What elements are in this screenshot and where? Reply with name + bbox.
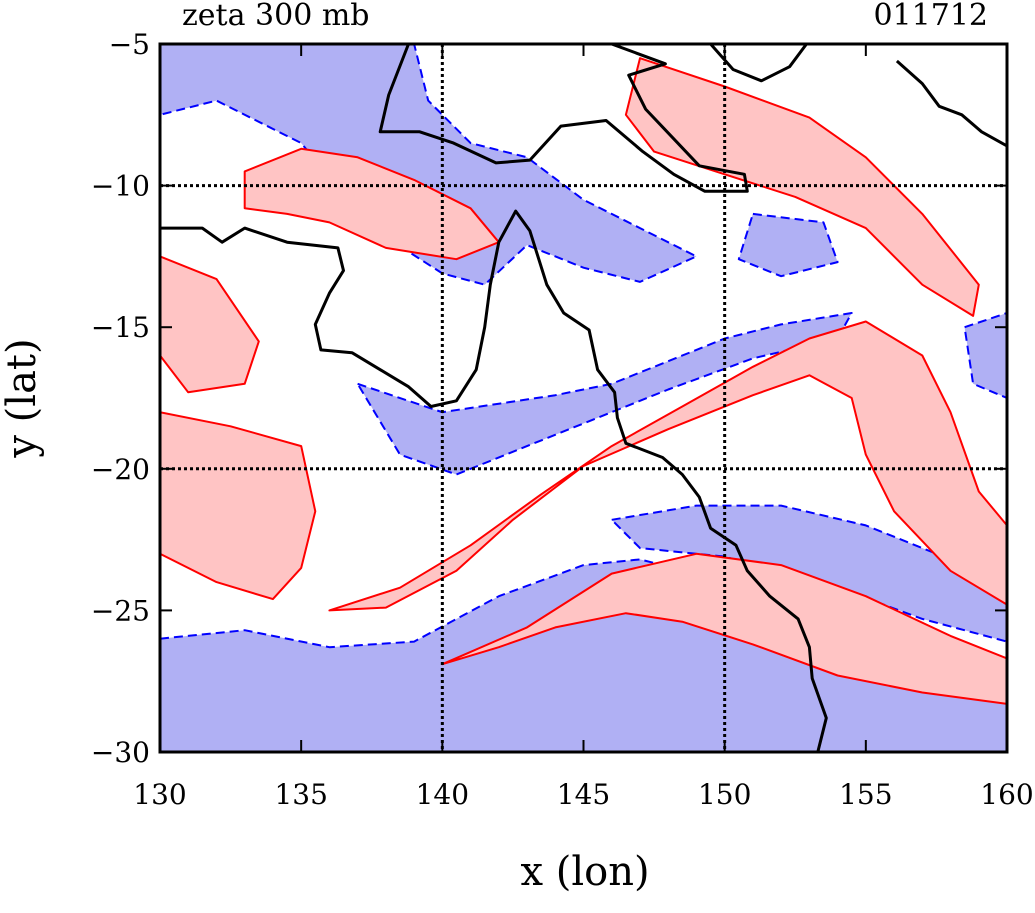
y-tick-label: −5 xyxy=(109,28,150,61)
positive-vorticity-vortex-west xyxy=(160,411,317,601)
negative-vorticity-patch-east xyxy=(963,312,1007,399)
coastline-new-guinea xyxy=(378,44,749,193)
coastline-solomons xyxy=(895,59,1007,148)
negative-vorticity-band-central xyxy=(356,312,853,476)
negative-vorticity-patch-coral-sea xyxy=(737,212,839,278)
coastline-new-britain xyxy=(709,44,808,83)
x-axis-label: x (lon) xyxy=(520,849,649,895)
coastline-cape-york-gulf xyxy=(160,209,828,752)
y-tick-label: −25 xyxy=(91,594,150,627)
x-tick-label: 135 xyxy=(274,778,327,811)
x-tick-label: 130 xyxy=(133,778,186,811)
x-tick-label: 155 xyxy=(839,778,892,811)
x-tick-label: 140 xyxy=(416,778,469,811)
gridlines xyxy=(160,44,1007,752)
negative-vorticity-band-mid xyxy=(610,504,1007,643)
negative-vorticity-sea-north xyxy=(160,44,698,286)
axis-ticks: 130 135 140 145 150 155 160 −5 −10 −15 −20 −25 −30 xyxy=(91,28,1034,811)
y-tick-label: −10 xyxy=(91,170,150,203)
plot-date: 011712 xyxy=(873,0,988,33)
vorticity-field xyxy=(160,44,1007,752)
plot-title: zeta 300 mb xyxy=(182,0,370,33)
x-tick-label: 145 xyxy=(557,778,610,811)
positive-vorticity-band-northwest xyxy=(243,147,500,261)
y-tick-label: −20 xyxy=(91,453,150,486)
positive-vorticity-patch-west xyxy=(160,255,260,394)
x-tick-label: 150 xyxy=(698,778,751,811)
x-tick-label: 160 xyxy=(980,778,1033,811)
y-tick-label: −15 xyxy=(91,311,150,344)
y-tick-label: −30 xyxy=(91,736,150,769)
y-axis-label: y (lat) xyxy=(0,338,45,458)
coastlines xyxy=(160,44,1007,752)
